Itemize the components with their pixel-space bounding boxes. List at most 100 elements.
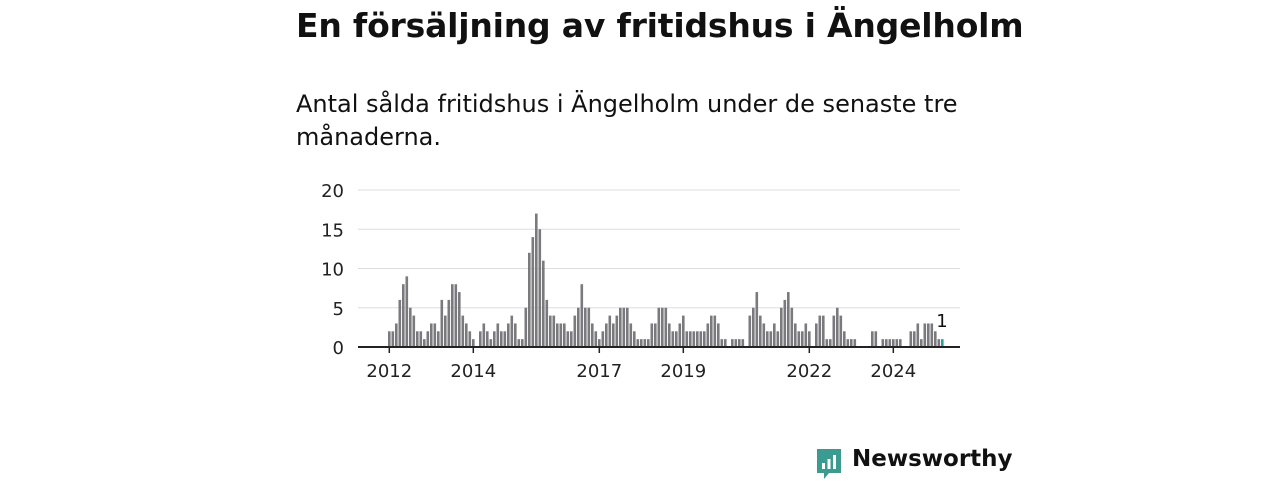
bar: [395, 323, 398, 347]
bar: [685, 331, 689, 347]
bar: [895, 339, 899, 347]
x-tick-label: 2014: [450, 361, 496, 382]
bar: [388, 331, 391, 347]
bar: [510, 315, 514, 347]
bar: [615, 315, 619, 347]
bar: [706, 323, 710, 347]
bar: [934, 331, 937, 347]
bar: [650, 323, 654, 347]
x-tick-label: 2024: [870, 361, 916, 382]
bar: [587, 307, 591, 347]
bar: [766, 331, 769, 347]
bar: [622, 307, 626, 347]
bar: [780, 307, 783, 347]
x-tick-label: 2017: [576, 361, 622, 382]
bar: [423, 339, 426, 347]
bar: [524, 307, 528, 347]
bar: [507, 323, 510, 347]
bar: [892, 339, 895, 347]
bar: [692, 331, 696, 347]
bar: [489, 339, 493, 347]
bar: [717, 323, 720, 347]
bar: [535, 213, 538, 347]
bar: [566, 331, 570, 347]
bar: [755, 292, 759, 347]
bar: [598, 339, 601, 347]
bar: [916, 323, 920, 347]
bar: [486, 331, 489, 347]
bar: [664, 307, 668, 347]
bar: [801, 331, 804, 347]
bar: [577, 307, 580, 347]
bar: [608, 315, 612, 347]
bar: [913, 331, 916, 347]
bar: [563, 323, 566, 347]
bar: [461, 315, 465, 347]
bar: [482, 323, 486, 347]
bar: [661, 307, 664, 347]
bar: [678, 323, 682, 347]
bar: [496, 323, 500, 347]
y-tick-label: 15: [321, 220, 344, 241]
bar: [909, 331, 913, 347]
bar: [517, 339, 521, 347]
bar: [836, 307, 839, 347]
bar: [493, 331, 496, 347]
bar: [447, 299, 451, 347]
bar: [874, 331, 878, 347]
bar: [937, 339, 941, 347]
bar: [748, 315, 752, 347]
chart-subtitle: Antal sålda fritidshus i Ängelholm under…: [296, 90, 958, 151]
bar: [657, 307, 661, 347]
bar: [437, 331, 440, 347]
bar: [503, 331, 507, 347]
bar: [734, 339, 738, 347]
bar: [885, 339, 888, 347]
bar: [776, 331, 780, 347]
bar: [850, 339, 853, 347]
bar: [689, 331, 692, 347]
bar: [405, 276, 409, 347]
bar: [881, 339, 885, 347]
bar: [402, 284, 405, 347]
bar: [584, 307, 587, 347]
bar: [713, 315, 717, 347]
bar: [559, 323, 563, 347]
x-tick-label: 2022: [786, 361, 832, 382]
bar: [430, 323, 433, 347]
bar: [409, 307, 412, 347]
bar: [570, 331, 573, 347]
bar: [521, 339, 524, 347]
bar: [538, 229, 542, 347]
bar: [930, 323, 934, 347]
bar: [825, 339, 829, 347]
bar: [605, 323, 608, 347]
bar: [871, 331, 874, 347]
bar: [759, 315, 762, 347]
bar: [542, 260, 545, 347]
bar: [787, 292, 790, 347]
bar: [633, 331, 636, 347]
bar: [451, 284, 454, 347]
bar: [440, 299, 444, 347]
y-tick-label: 0: [333, 338, 344, 359]
bar: [426, 331, 430, 347]
bar: [458, 292, 461, 347]
bar: [703, 331, 706, 347]
brand-name: Newsworthy: [852, 446, 1013, 472]
bar: [832, 315, 836, 347]
bar: [545, 299, 549, 347]
bar: [626, 307, 629, 347]
bar: [601, 331, 605, 347]
bar: [556, 323, 559, 347]
bar: [580, 284, 584, 347]
bar: [629, 323, 633, 347]
bar: [846, 339, 850, 347]
bar: [794, 323, 797, 347]
bar-highlight: [941, 339, 944, 347]
bar: [804, 323, 808, 347]
bar: [808, 331, 811, 347]
bar: [531, 237, 535, 347]
bar: [552, 315, 556, 347]
bar: [731, 339, 734, 347]
